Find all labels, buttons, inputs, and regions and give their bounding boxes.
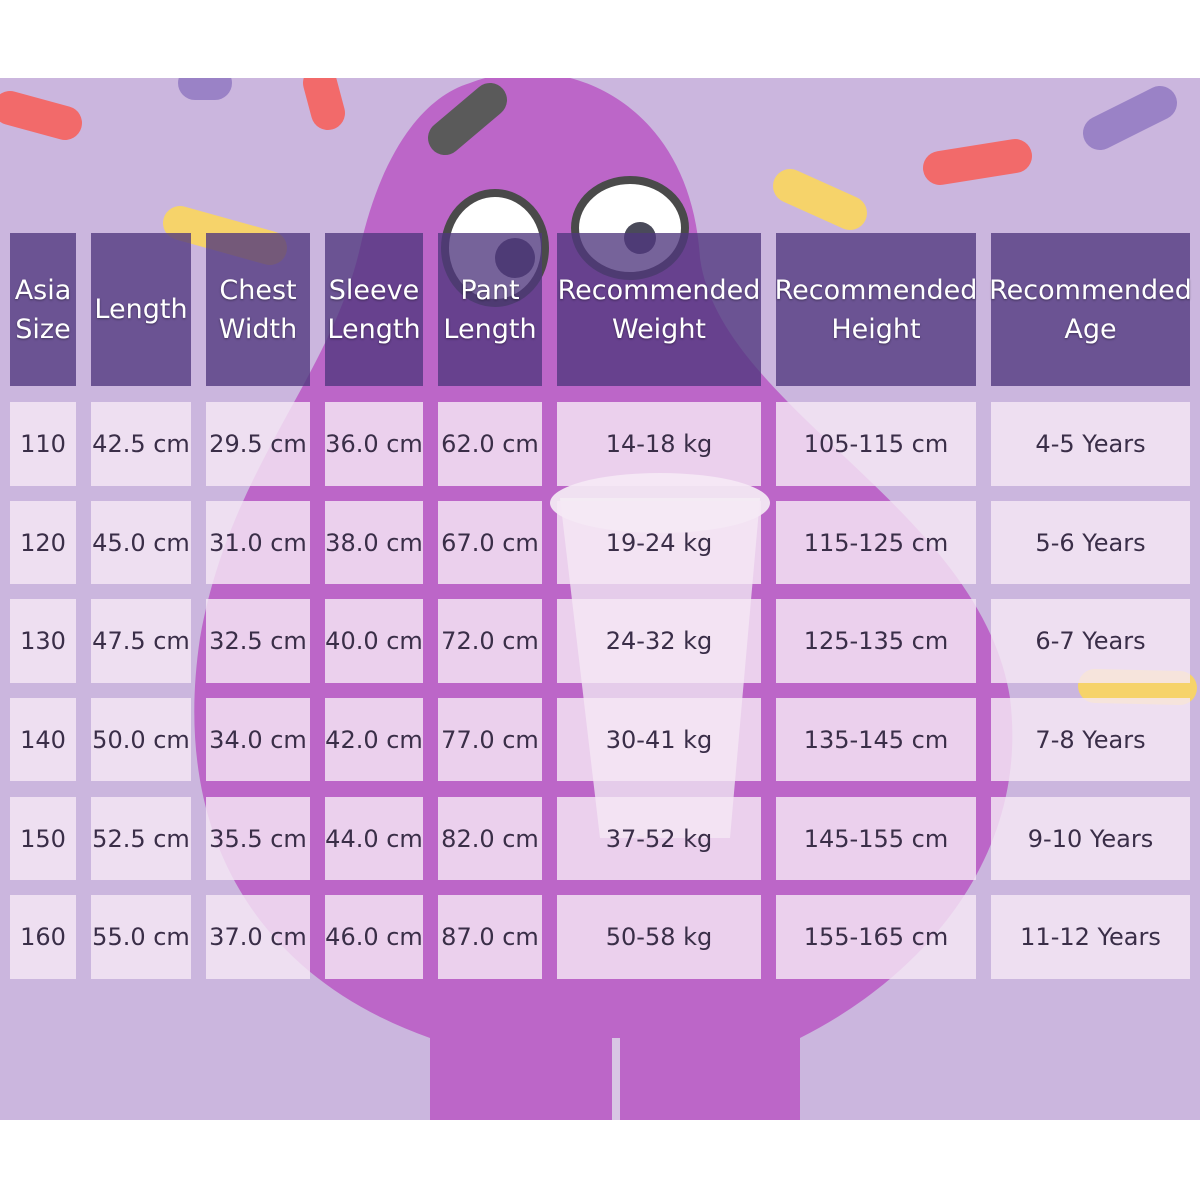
table-cell: 50-58 kg	[557, 895, 761, 979]
table-cell: 110	[10, 402, 76, 486]
table-cell: 120	[10, 501, 76, 584]
table-cell: 30-41 kg	[557, 698, 761, 781]
table-cell: 50.0 cm	[91, 698, 191, 781]
table-cell: 14-18 kg	[557, 402, 761, 486]
table-cell: 42.0 cm	[325, 698, 423, 781]
header-cell: Chest Width	[206, 233, 310, 386]
header-cell: Length	[91, 233, 191, 386]
table-cell: 72.0 cm	[438, 599, 542, 683]
table-cell: 130	[10, 599, 76, 683]
header-cell: Recommended Height	[774, 233, 978, 386]
header-cell: Pant Length	[438, 233, 542, 386]
header-cell: Sleeve Length	[325, 233, 423, 386]
table-cell: 40.0 cm	[325, 599, 423, 683]
table-cell: 36.0 cm	[325, 402, 423, 486]
table-cell: 145-155 cm	[776, 797, 976, 880]
table-cell: 55.0 cm	[91, 895, 191, 979]
table-cell: 62.0 cm	[438, 402, 542, 486]
table-cell: 34.0 cm	[206, 698, 310, 781]
header-cell: Asia Size	[10, 233, 76, 386]
table-cell: 37-52 kg	[557, 797, 761, 880]
table-cell: 105-115 cm	[776, 402, 976, 486]
table-cell: 46.0 cm	[325, 895, 423, 979]
header-cell: Recommended Weight	[557, 233, 761, 386]
header-text: Sleeve	[328, 274, 420, 306]
table-cell: 7-8 Years	[991, 698, 1190, 781]
table-cell: 52.5 cm	[91, 797, 191, 880]
table-cell: 77.0 cm	[438, 698, 542, 781]
header-text: Size	[15, 313, 71, 345]
table-cell: 31.0 cm	[206, 501, 310, 584]
table-cell: 45.0 cm	[91, 501, 191, 584]
header-text: Recommended	[557, 274, 761, 306]
header-text: Length	[94, 294, 188, 325]
table-cell: 67.0 cm	[438, 501, 542, 584]
table-cell: 6-7 Years	[991, 599, 1190, 683]
table-cell: 87.0 cm	[438, 895, 542, 979]
header-text: Length	[443, 313, 537, 345]
table-cell: 47.5 cm	[91, 599, 191, 683]
header-text: Weight	[611, 313, 707, 345]
table-cell: 125-135 cm	[776, 599, 976, 683]
table-cell: 35.5 cm	[206, 797, 310, 880]
table-cell: 155-165 cm	[776, 895, 976, 979]
table-cell: 9-10 Years	[991, 797, 1190, 880]
header-text: Length	[327, 313, 421, 345]
table-cell: 38.0 cm	[325, 501, 423, 584]
table-cell: 82.0 cm	[438, 797, 542, 880]
table-cell: 160	[10, 895, 76, 979]
table-cell: 140	[10, 698, 76, 781]
table-cell: 19-24 kg	[557, 501, 761, 584]
header-text: Asia	[14, 274, 72, 306]
table-cell: 150	[10, 797, 76, 880]
header-text: Width	[218, 313, 298, 345]
header-text: Pant	[460, 274, 520, 306]
table-cell: 29.5 cm	[206, 402, 310, 486]
table-cell: 5-6 Years	[991, 501, 1190, 584]
table-cell: 24-32 kg	[557, 599, 761, 683]
header-text: Age	[1064, 313, 1117, 345]
header-text: Chest	[219, 274, 297, 306]
table-cell: 4-5 Years	[991, 402, 1190, 486]
table-cell: 44.0 cm	[325, 797, 423, 880]
header-cell: Recommended Age	[989, 233, 1192, 386]
header-text: Height	[831, 313, 921, 345]
table-cell: 37.0 cm	[206, 895, 310, 979]
header-text: Recommended	[774, 274, 978, 306]
header-text: Recommended	[989, 274, 1192, 306]
table-cell: 32.5 cm	[206, 599, 310, 683]
table-cell: 115-125 cm	[776, 501, 976, 584]
table-cell: 11-12 Years	[991, 895, 1190, 979]
table-cell: 42.5 cm	[91, 402, 191, 486]
table-cell: 135-145 cm	[776, 698, 976, 781]
